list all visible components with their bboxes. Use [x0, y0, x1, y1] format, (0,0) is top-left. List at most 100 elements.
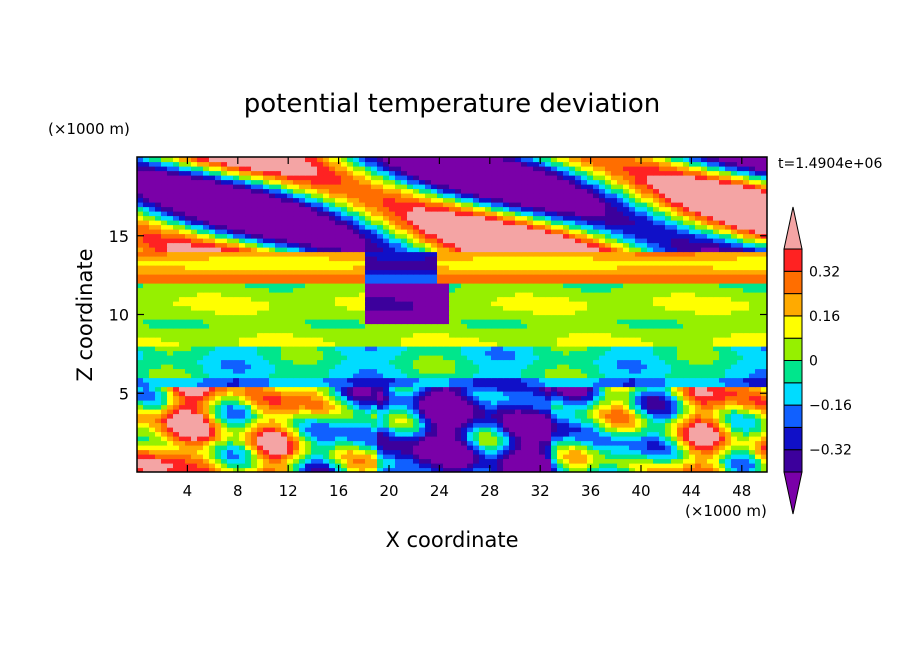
- heatmap-cell: [263, 283, 270, 289]
- heatmap-cell: [683, 413, 690, 419]
- heatmap-cell: [737, 274, 744, 280]
- heatmap-cell: [395, 305, 402, 311]
- heatmap-cell: [359, 346, 366, 352]
- heatmap-cell: [539, 463, 546, 469]
- heatmap-cell: [185, 265, 192, 271]
- heatmap-cell: [377, 283, 384, 289]
- heatmap-cell: [293, 440, 300, 446]
- heatmap-cell: [173, 337, 180, 343]
- heatmap-cell: [359, 296, 366, 302]
- heatmap-cell: [389, 319, 396, 325]
- heatmap-cell: [269, 454, 276, 460]
- heatmap-cell: [425, 301, 432, 307]
- heatmap-cell: [671, 364, 678, 370]
- heatmap-cell: [569, 449, 576, 455]
- heatmap-cell: [653, 436, 660, 442]
- heatmap-cell: [635, 377, 642, 383]
- heatmap-cell: [683, 260, 690, 266]
- heatmap-cell: [551, 386, 558, 392]
- heatmap-cell: [635, 283, 642, 289]
- heatmap-cell: [749, 305, 756, 311]
- heatmap-cell: [329, 256, 336, 262]
- heatmap-cell: [509, 269, 516, 275]
- heatmap-cell: [389, 337, 396, 343]
- heatmap-cell: [491, 292, 498, 298]
- heatmap-cell: [557, 301, 564, 307]
- heatmap-cell: [497, 350, 504, 356]
- heatmap-cell: [569, 454, 576, 460]
- heatmap-cell: [533, 463, 540, 469]
- heatmap-cell: [737, 355, 744, 361]
- heatmap-cell: [593, 269, 600, 275]
- heatmap-cell: [287, 382, 294, 388]
- heatmap-cell: [239, 386, 246, 392]
- heatmap-cell: [731, 265, 738, 271]
- heatmap-cell: [365, 256, 372, 262]
- heatmap-cell: [317, 440, 324, 446]
- heatmap-cell: [281, 332, 288, 338]
- heatmap-cell: [425, 292, 432, 298]
- heatmap-cell: [161, 404, 168, 410]
- heatmap-cell: [629, 454, 636, 460]
- heatmap-cell: [371, 292, 378, 298]
- heatmap-cell: [275, 319, 282, 325]
- heatmap-cell: [617, 332, 624, 338]
- heatmap-cell: [479, 346, 486, 352]
- heatmap-cell: [299, 449, 306, 455]
- heatmap-cell: [341, 301, 348, 307]
- heatmap-cell: [581, 364, 588, 370]
- heatmap-cell: [725, 373, 732, 379]
- heatmap-cell: [677, 449, 684, 455]
- heatmap-cell: [473, 260, 480, 266]
- heatmap-cell: [299, 328, 306, 334]
- heatmap-cell: [605, 346, 612, 352]
- heatmap-cell: [701, 409, 708, 415]
- heatmap-cell: [317, 409, 324, 415]
- heatmap-cell: [155, 404, 162, 410]
- heatmap-cell: [503, 328, 510, 334]
- heatmap-cell: [731, 422, 738, 428]
- heatmap-cell: [269, 467, 276, 472]
- heatmap-cell: [695, 395, 702, 401]
- heatmap-cell: [377, 427, 384, 433]
- heatmap-cell: [593, 323, 600, 329]
- heatmap-cell: [215, 296, 222, 302]
- heatmap-cell: [359, 391, 366, 397]
- heatmap-cell: [485, 382, 492, 388]
- heatmap-cell: [293, 323, 300, 329]
- heatmap-cell: [599, 269, 606, 275]
- heatmap-cell: [515, 310, 522, 316]
- heatmap-cell: [257, 454, 264, 460]
- heatmap-cell: [245, 404, 252, 410]
- heatmap-cell: [719, 467, 726, 472]
- heatmap-cell: [521, 346, 528, 352]
- heatmap-cell: [455, 382, 462, 388]
- heatmap-cell: [275, 449, 282, 455]
- heatmap-cell: [269, 323, 276, 329]
- heatmap-cell: [461, 319, 468, 325]
- heatmap-cell: [203, 431, 210, 437]
- heatmap-cell: [317, 346, 324, 352]
- heatmap-cell: [395, 359, 402, 365]
- heatmap-cell: [383, 404, 390, 410]
- heatmap-cell: [293, 314, 300, 320]
- heatmap-cell: [605, 400, 612, 406]
- heatmap-cell: [371, 431, 378, 437]
- heatmap-cell: [329, 458, 336, 464]
- heatmap-cell: [599, 404, 606, 410]
- heatmap-cell: [533, 404, 540, 410]
- heatmap-cell: [647, 454, 654, 460]
- heatmap-cell: [215, 368, 222, 374]
- heatmap-cell: [383, 377, 390, 383]
- heatmap-cell: [341, 278, 348, 284]
- heatmap-cell: [281, 422, 288, 428]
- heatmap-cell: [245, 332, 252, 338]
- heatmap-cell: [143, 445, 150, 451]
- heatmap-cell: [653, 341, 660, 347]
- heatmap-cell: [179, 305, 186, 311]
- heatmap-cell: [185, 382, 192, 388]
- heatmap-cell: [191, 283, 198, 289]
- heatmap-cell: [467, 323, 474, 329]
- heatmap-cell: [341, 265, 348, 271]
- heatmap-cell: [467, 395, 474, 401]
